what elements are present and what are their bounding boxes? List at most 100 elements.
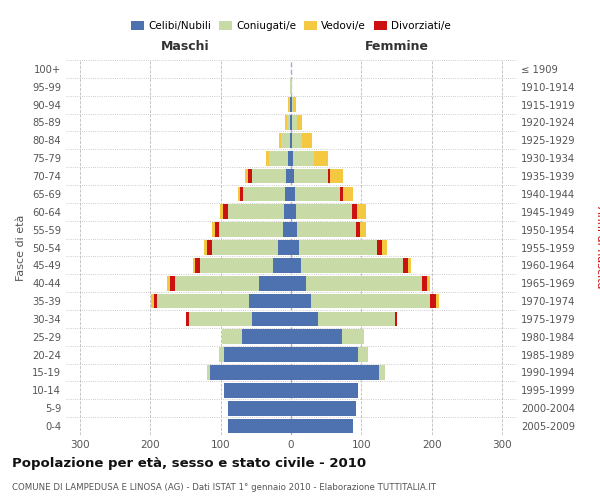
- Bar: [290, 133, 291, 148]
- Bar: [186, 312, 189, 326]
- Bar: [341, 330, 364, 344]
- Bar: [151, 294, 154, 308]
- Bar: [331, 168, 343, 184]
- Bar: [357, 204, 365, 219]
- Bar: [291, 80, 292, 94]
- Bar: [193, 258, 196, 272]
- Bar: [274, 258, 291, 272]
- Bar: [224, 383, 291, 398]
- Bar: [196, 258, 200, 272]
- Bar: [291, 133, 292, 148]
- Bar: [253, 168, 286, 184]
- Bar: [356, 222, 360, 237]
- Bar: [204, 240, 206, 255]
- Bar: [245, 168, 248, 184]
- Bar: [292, 133, 302, 148]
- Bar: [340, 186, 343, 201]
- Bar: [175, 276, 259, 290]
- Bar: [296, 222, 356, 237]
- Bar: [238, 186, 241, 201]
- Bar: [291, 115, 292, 130]
- Bar: [288, 151, 291, 166]
- Bar: [286, 115, 287, 130]
- Text: Maschi: Maschi: [161, 40, 209, 52]
- Bar: [281, 133, 290, 148]
- Bar: [427, 276, 430, 290]
- Bar: [243, 186, 286, 201]
- Bar: [291, 151, 293, 166]
- Bar: [422, 276, 427, 290]
- Bar: [293, 151, 314, 166]
- Bar: [249, 294, 291, 308]
- Bar: [223, 204, 228, 219]
- Bar: [291, 401, 356, 415]
- Bar: [291, 365, 379, 380]
- Bar: [206, 240, 212, 255]
- Bar: [253, 312, 291, 326]
- Bar: [291, 204, 296, 219]
- Bar: [278, 240, 291, 255]
- Bar: [291, 222, 296, 237]
- Bar: [307, 276, 422, 290]
- Bar: [436, 294, 439, 308]
- Bar: [224, 348, 291, 362]
- Bar: [157, 294, 249, 308]
- Bar: [292, 98, 293, 112]
- Bar: [302, 133, 312, 148]
- Bar: [291, 258, 301, 272]
- Y-axis label: Fasce di età: Fasce di età: [16, 214, 26, 280]
- Text: Femmine: Femmine: [365, 40, 429, 52]
- Bar: [395, 312, 397, 326]
- Bar: [269, 151, 288, 166]
- Text: Popolazione per età, sesso e stato civile - 2010: Popolazione per età, sesso e stato civil…: [12, 458, 366, 470]
- Bar: [248, 168, 253, 184]
- Bar: [219, 222, 283, 237]
- Bar: [289, 98, 290, 112]
- Bar: [242, 330, 291, 344]
- Bar: [291, 98, 292, 112]
- Bar: [291, 419, 353, 434]
- Bar: [286, 168, 291, 184]
- Bar: [292, 115, 296, 130]
- Bar: [291, 383, 358, 398]
- Bar: [290, 98, 291, 112]
- Bar: [293, 98, 296, 112]
- Bar: [170, 276, 175, 290]
- Bar: [296, 204, 352, 219]
- Bar: [360, 222, 365, 237]
- Bar: [228, 204, 284, 219]
- Text: COMUNE DI LAMPEDUSA E LINOSA (AG) - Dati ISTAT 1° gennaio 2010 - Elaborazione TU: COMUNE DI LAMPEDUSA E LINOSA (AG) - Dati…: [12, 484, 436, 492]
- Bar: [279, 133, 281, 148]
- Bar: [222, 330, 242, 344]
- Bar: [189, 312, 253, 326]
- Bar: [167, 276, 170, 290]
- Bar: [241, 186, 243, 201]
- Bar: [291, 240, 299, 255]
- Bar: [295, 186, 340, 201]
- Bar: [228, 419, 291, 434]
- Bar: [430, 294, 436, 308]
- Bar: [314, 151, 328, 166]
- Bar: [287, 115, 290, 130]
- Bar: [228, 401, 291, 415]
- Bar: [358, 348, 368, 362]
- Bar: [352, 204, 357, 219]
- Legend: Celibi/Nubili, Coniugati/e, Vedovi/e, Divorziati/e: Celibi/Nubili, Coniugati/e, Vedovi/e, Di…: [127, 16, 455, 35]
- Bar: [291, 186, 295, 201]
- Bar: [259, 276, 291, 290]
- Bar: [212, 240, 278, 255]
- Y-axis label: Anni di nascita: Anni di nascita: [595, 206, 600, 289]
- Bar: [328, 168, 331, 184]
- Bar: [301, 258, 403, 272]
- Bar: [154, 294, 157, 308]
- Bar: [266, 151, 269, 166]
- Bar: [296, 115, 302, 130]
- Bar: [318, 312, 395, 326]
- Bar: [377, 240, 382, 255]
- Bar: [290, 115, 291, 130]
- Bar: [283, 222, 291, 237]
- Bar: [299, 240, 377, 255]
- Bar: [311, 294, 430, 308]
- Bar: [379, 365, 385, 380]
- Bar: [286, 186, 291, 201]
